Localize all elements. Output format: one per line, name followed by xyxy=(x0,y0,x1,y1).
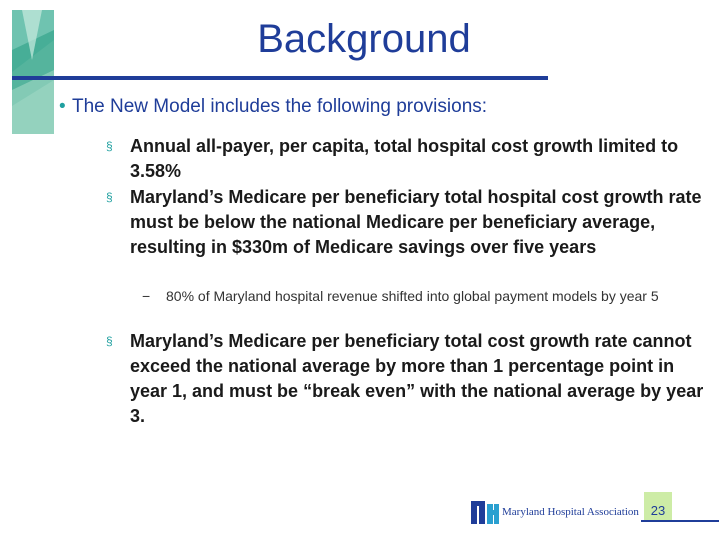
page-number-box xyxy=(644,492,672,522)
intro-text: The New Model includes the following pro… xyxy=(72,96,488,117)
provision-text: Maryland’s Medicare per beneficiary tota… xyxy=(130,187,702,257)
provision-item: § Annual all-payer, per capita, total ho… xyxy=(106,134,705,184)
sub-provision-text: 80% of Maryland hospital revenue shifted… xyxy=(166,288,659,304)
intro-bullet: • The New Model includes the following p… xyxy=(59,95,712,119)
page-number: 23 xyxy=(650,503,666,518)
dash-marker: − xyxy=(142,288,151,304)
org-name: Maryland Hospital Association xyxy=(502,506,639,518)
square-bullet-marker: § xyxy=(106,190,113,204)
provision-item: § Maryland’s Medicare per beneficiary to… xyxy=(106,329,705,429)
footer-rule xyxy=(641,520,719,522)
provision-item: § Maryland’s Medicare per beneficiary to… xyxy=(106,185,705,260)
title-rule xyxy=(12,76,548,80)
bullet-marker: • xyxy=(59,96,66,117)
provision-text: Maryland’s Medicare per beneficiary tota… xyxy=(130,331,704,426)
mha-logo-icon xyxy=(471,501,499,524)
slide-title: Background xyxy=(257,17,471,61)
square-bullet-marker: § xyxy=(106,139,113,153)
square-bullet-marker: § xyxy=(106,334,113,348)
mha-logo: Maryland Hospital Association xyxy=(470,498,642,528)
provision-text: Annual all-payer, per capita, total hosp… xyxy=(130,136,679,181)
corner-decoration xyxy=(12,10,54,134)
sub-provision-item: − 80% of Maryland hospital revenue shift… xyxy=(142,286,696,306)
